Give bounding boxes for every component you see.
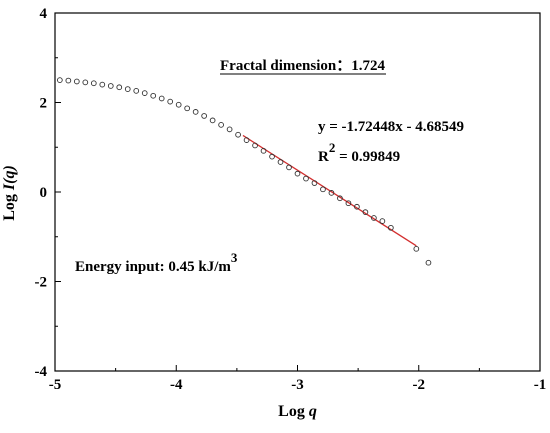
data-point bbox=[192, 109, 199, 115]
data-point bbox=[328, 190, 335, 196]
x-tick-label: -1 bbox=[534, 377, 547, 393]
y-tick-label: 2 bbox=[40, 96, 48, 112]
data-point bbox=[56, 77, 63, 83]
r-squared-base: R bbox=[318, 149, 329, 165]
data-point bbox=[124, 86, 131, 92]
data-point bbox=[73, 78, 80, 85]
data-point bbox=[286, 164, 292, 171]
data-point bbox=[99, 81, 106, 88]
data-point bbox=[107, 83, 114, 89]
x-tick-label: -5 bbox=[49, 377, 62, 393]
data-point bbox=[184, 105, 191, 112]
data-point bbox=[294, 170, 301, 177]
data-point bbox=[388, 224, 394, 231]
data-point bbox=[354, 203, 360, 210]
x-axis-ticks: -5 -4 -3 -2 -1 bbox=[49, 365, 547, 393]
data-point bbox=[65, 77, 72, 84]
x-axis-title: Log q bbox=[278, 403, 317, 420]
data-point bbox=[90, 80, 97, 87]
y-axis-title-prefix: Log bbox=[1, 190, 18, 221]
data-point bbox=[82, 79, 89, 86]
data-point bbox=[379, 218, 386, 224]
data-point bbox=[158, 95, 165, 102]
data-point bbox=[235, 131, 241, 138]
energy-input-superscript: 3 bbox=[231, 250, 238, 265]
x-tick-label: -4 bbox=[170, 377, 183, 393]
data-point bbox=[345, 200, 352, 207]
data-point bbox=[133, 88, 140, 94]
energy-input-text: Energy input: 0.45 kJ/m bbox=[75, 259, 231, 275]
fractal-dimension-label: Fractal dimension：1.724 bbox=[220, 58, 385, 74]
data-point bbox=[150, 92, 157, 99]
regression-equation: y = -1.72448x - 4.68549 bbox=[318, 119, 464, 135]
y-tick-label: -2 bbox=[35, 275, 48, 291]
data-point bbox=[201, 113, 207, 119]
data-point bbox=[226, 126, 233, 133]
data-point bbox=[260, 147, 267, 154]
x-tick-label: -2 bbox=[413, 377, 426, 393]
data-point bbox=[175, 101, 182, 108]
x-axis-title-prefix: Log bbox=[278, 403, 309, 420]
data-points bbox=[56, 77, 432, 266]
data-point bbox=[277, 159, 284, 165]
data-point bbox=[116, 84, 123, 91]
data-point bbox=[337, 195, 343, 202]
y-tick-label: 4 bbox=[40, 6, 48, 22]
data-point bbox=[209, 117, 216, 124]
x-axis-title-variable: q bbox=[309, 403, 317, 420]
data-point bbox=[167, 98, 174, 105]
data-point bbox=[371, 215, 377, 221]
data-point bbox=[413, 245, 420, 252]
r-squared-label: R2 = 0.99849 bbox=[318, 140, 400, 165]
energy-input-label: Energy input: 0.45 kJ/m3 bbox=[75, 250, 238, 275]
r-squared-value: = 0.99849 bbox=[335, 149, 400, 165]
data-point bbox=[320, 186, 326, 193]
data-point bbox=[218, 122, 224, 128]
data-point bbox=[303, 175, 309, 182]
x-tick-label: -3 bbox=[291, 377, 304, 393]
data-point bbox=[252, 142, 258, 149]
y-axis-title: Log I(q) bbox=[1, 165, 18, 221]
data-point bbox=[269, 153, 275, 160]
y-tick-label: -4 bbox=[35, 364, 48, 380]
y-axis-ticks: -4 -2 0 2 4 bbox=[35, 6, 61, 380]
data-point bbox=[141, 90, 148, 96]
r-squared-superscript: 2 bbox=[329, 140, 336, 155]
data-point bbox=[311, 180, 318, 186]
y-tick-label: 0 bbox=[40, 185, 48, 201]
y-axis-title-variable: I(q) bbox=[1, 165, 18, 191]
data-point bbox=[425, 259, 432, 266]
data-point bbox=[362, 209, 369, 215]
data-point bbox=[243, 137, 250, 143]
